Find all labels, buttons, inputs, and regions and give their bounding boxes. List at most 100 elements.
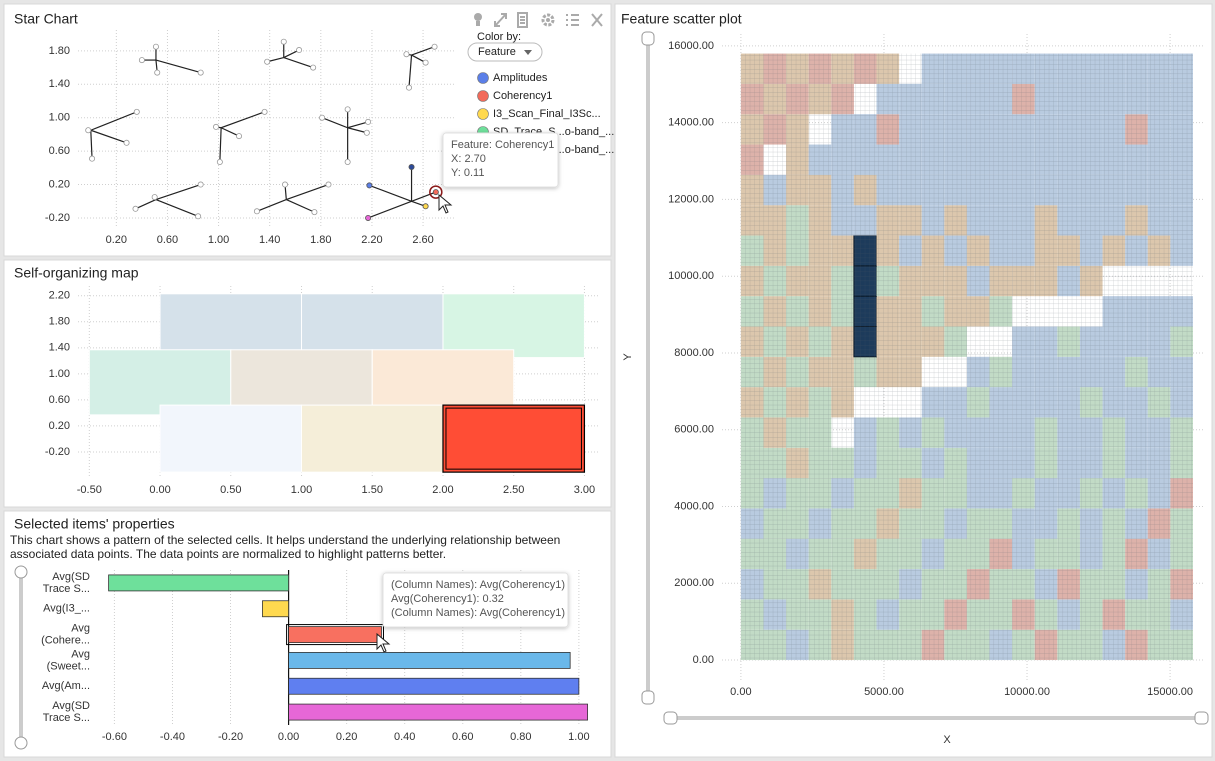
- som-cell: [159, 293, 303, 359]
- panel-title: Self-organizing map: [14, 265, 139, 281]
- star-ray: [90, 129, 127, 144]
- star-ray: [286, 183, 329, 201]
- star-point: [431, 43, 438, 50]
- star-point: [310, 64, 317, 71]
- star-ray: [90, 130, 93, 159]
- star-point: [432, 189, 439, 196]
- star-point: [403, 51, 410, 58]
- x-tick-label: 2.50: [503, 484, 524, 496]
- star-point: [89, 155, 96, 162]
- y-tick-label: Avg(I3_...: [43, 603, 90, 615]
- star-point: [132, 205, 139, 212]
- star-point: [236, 133, 243, 140]
- cursors: [376, 193, 453, 653]
- toolbar: [474, 12, 603, 28]
- panel-title: Selected items' properties: [14, 516, 175, 532]
- tooltip-text: Avg(Coherency1): 0.32: [391, 593, 504, 605]
- bar: [288, 703, 588, 721]
- som-cell: [371, 349, 515, 416]
- star-point: [405, 84, 412, 91]
- som-cell: [88, 349, 232, 416]
- x-tick-label: -0.40: [160, 731, 185, 743]
- star-ray: [347, 121, 369, 129]
- bar: [288, 652, 571, 669]
- star-point: [197, 181, 204, 188]
- y-tick-label: 12000.00: [668, 193, 714, 205]
- x-range-slider[interactable]: [663, 711, 1209, 725]
- star-ray: [90, 111, 138, 131]
- star-ray: [256, 199, 287, 212]
- y-tick-label: 0.60: [49, 145, 70, 157]
- x-tick-label: 1.40: [259, 234, 280, 246]
- x-tick-label: 0.00: [278, 731, 299, 743]
- x-tick-label: 0.00: [149, 484, 170, 496]
- tooltip-text: X: 2.70: [451, 153, 486, 165]
- x-tick-label: 5000.00: [864, 686, 904, 698]
- x-tick-label: 15000.00: [1147, 686, 1193, 698]
- y-tick-label: 14000.00: [668, 117, 714, 129]
- x-tick-label: 0.20: [106, 234, 127, 246]
- panel-title: Star Chart: [14, 11, 78, 27]
- x-tick-label: 1.00: [208, 234, 229, 246]
- y-tick-label: 0.20: [49, 420, 70, 432]
- star-point: [213, 123, 220, 130]
- star-point: [197, 69, 204, 76]
- som-cell: [442, 293, 585, 359]
- y-tick-label: Avg(SD: [52, 700, 90, 712]
- star-ray: [155, 59, 201, 74]
- y-tick-label: -0.20: [45, 212, 70, 224]
- y-tick-label: 0.00: [693, 654, 714, 666]
- x-tick-label: 0.80: [510, 731, 531, 743]
- y-tick-label: 4000.00: [674, 500, 714, 512]
- close-icon[interactable]: [591, 13, 603, 27]
- y-tick-label: 0.20: [49, 178, 70, 190]
- star-point: [151, 194, 158, 201]
- range-slider[interactable]: [14, 565, 28, 750]
- dropdown-label[interactable]: Feature: [478, 46, 516, 58]
- star-point: [422, 59, 429, 66]
- star-ray: [286, 199, 315, 213]
- y-tick-label: -0.20: [45, 446, 70, 458]
- star-point: [253, 208, 260, 215]
- star-point: [280, 38, 287, 45]
- y-tick-label: Avg: [71, 648, 90, 660]
- x-tick-label: 2.00: [432, 484, 453, 496]
- y-tick-label: 0.60: [49, 394, 70, 406]
- list-icon[interactable]: [566, 14, 579, 26]
- cursor: [438, 193, 453, 214]
- y-tick-label: 1.40: [49, 342, 70, 354]
- bar: [288, 677, 580, 695]
- y-axis-label: Y: [622, 353, 634, 361]
- star-ray: [220, 111, 265, 129]
- legend-swatch: [477, 90, 489, 102]
- dropdown[interactable]: [467, 42, 543, 62]
- x-tick-label: -0.20: [218, 731, 243, 743]
- x-tick-label: 2.60: [412, 234, 433, 246]
- star-ray: [220, 127, 240, 137]
- settings-icon[interactable]: [541, 13, 555, 27]
- som-cell: [442, 404, 586, 473]
- selection-frame: [286, 624, 384, 646]
- star-point: [344, 158, 351, 165]
- star-point: [408, 164, 415, 171]
- star-ray: [155, 183, 201, 201]
- expand-icon[interactable]: [494, 13, 507, 27]
- star-point: [363, 129, 370, 136]
- star-point: [344, 106, 351, 113]
- panel-title: Feature scatter plot: [621, 11, 742, 27]
- y-tick-label: (Cohere...: [41, 634, 90, 646]
- legend-title: Color by:: [477, 31, 521, 43]
- star-point: [296, 47, 303, 54]
- tooltip-text: (Column Names): Avg(Coherency1): [391, 607, 565, 619]
- star-ray: [347, 127, 367, 134]
- som-cell: [301, 404, 444, 473]
- export-icon[interactable]: [517, 12, 528, 28]
- lightbulb-icon[interactable]: [474, 13, 482, 26]
- y-tick-label: 1.00: [49, 112, 70, 124]
- som-cell: [230, 349, 373, 416]
- x-tick-label: 1.50: [362, 484, 383, 496]
- y-tick-label: 10000.00: [668, 270, 714, 282]
- y-range-slider[interactable]: [641, 31, 655, 705]
- star-point: [365, 118, 372, 125]
